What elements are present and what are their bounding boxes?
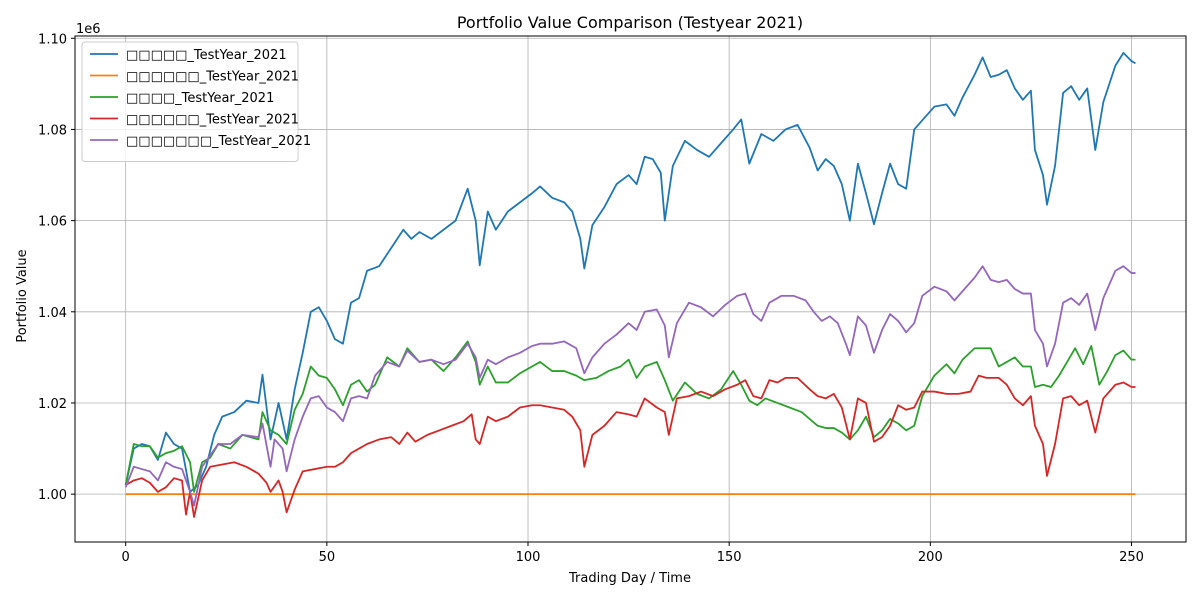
series-line-0 <box>124 51 1136 493</box>
x-tick-label: 150 <box>717 550 742 565</box>
x-tick-label: 100 <box>516 550 541 565</box>
legend-label-0: □□□□□_TestYear_2021 <box>126 48 287 63</box>
legend: □□□□□_TestYear_2021 □□□□□□_TestYear_2021 □… <box>81 41 311 162</box>
series-lines <box>124 51 1136 518</box>
y-tick-label: 1.02 <box>38 397 67 412</box>
x-tick-label: 250 <box>1119 550 1144 565</box>
legend-label-1: □□□□□□_TestYear_2021 <box>126 70 299 85</box>
series-line-4 <box>124 265 1136 507</box>
series-line-2 <box>124 340 1136 493</box>
chart-title: Portfolio Value Comparison (Testyear 202… <box>457 13 803 32</box>
legend-label-3: □□□□□□_TestYear_2021 <box>126 113 299 128</box>
x-axis-ticks: 0 50 100 150 200 250 <box>122 542 1144 565</box>
x-tick-label: 0 <box>122 550 130 565</box>
legend-label-2: □□□□_TestYear_2021 <box>126 91 274 106</box>
legend-box <box>81 41 299 162</box>
legend-label-4: □□□□□□□_TestYear_2021 <box>126 134 311 149</box>
y-axis-offset-label: 1e6 <box>76 22 101 37</box>
plot-frame <box>74 35 1187 543</box>
x-axis-label: Trading Day / Time <box>568 571 691 586</box>
y-tick-label: 1.00 <box>38 488 67 503</box>
y-axis-label: Portfolio Value <box>15 249 30 342</box>
y-axis-ticks: 1.00 1.02 1.04 1.06 1.08 1.10 <box>38 32 75 503</box>
series-line-3 <box>125 374 1136 518</box>
y-tick-label: 1.06 <box>38 215 67 230</box>
x-tick-label: 50 <box>319 550 336 565</box>
y-tick-label: 1.10 <box>38 32 67 47</box>
y-tick-label: 1.08 <box>38 123 67 138</box>
x-tick-label: 200 <box>918 550 943 565</box>
y-tick-label: 1.04 <box>38 306 67 321</box>
